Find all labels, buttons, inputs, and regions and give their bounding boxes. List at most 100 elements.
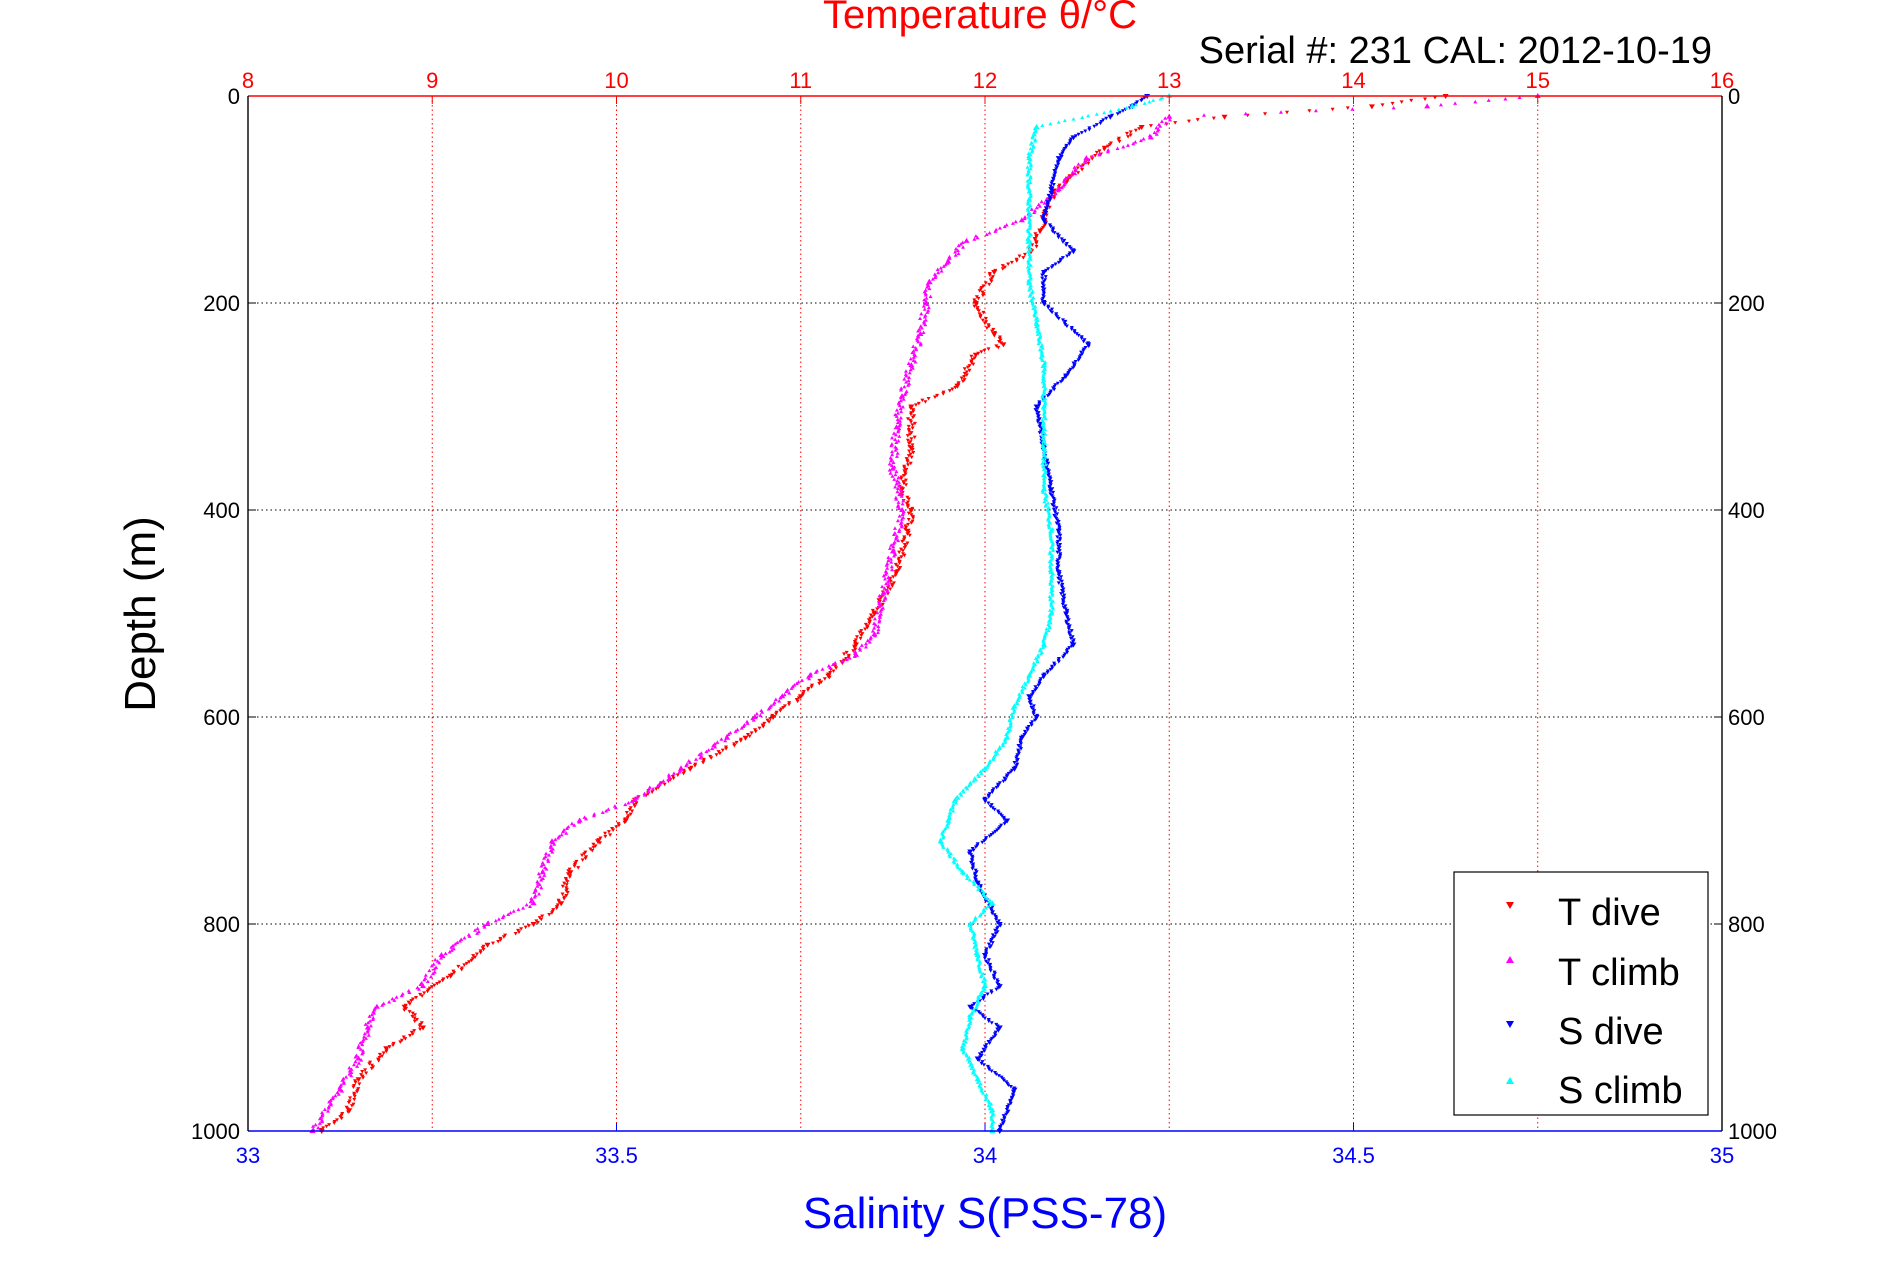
data-sample [913, 403, 918, 407]
data-sample [972, 931, 977, 935]
data-sample [1028, 286, 1033, 290]
data-sample [1036, 683, 1041, 688]
data-sample [1069, 644, 1074, 649]
data-sample [817, 682, 822, 686]
tick-label-salinity: 34.5 [1332, 1143, 1375, 1168]
data-sample [366, 1033, 371, 1037]
data-sample [451, 946, 456, 951]
data-sample [1126, 135, 1131, 139]
data-sample [904, 467, 909, 472]
data-sample [334, 1118, 339, 1122]
data-sample [1048, 596, 1053, 600]
data-sample [321, 1126, 326, 1130]
data-sample [1060, 151, 1065, 156]
data-sample [897, 561, 902, 565]
data-point [549, 838, 556, 844]
data-sample [981, 907, 986, 912]
data-sample [854, 635, 859, 639]
data-sample [857, 646, 862, 651]
data-sample [908, 412, 913, 417]
data-sample [955, 248, 960, 252]
data-point [959, 869, 966, 875]
data-sample [496, 917, 501, 921]
data-sample [1058, 533, 1063, 538]
data-sample [429, 985, 434, 989]
data-sample [990, 911, 995, 916]
data-sample [879, 603, 884, 607]
data-sample [892, 477, 897, 481]
data-sample [979, 350, 984, 354]
data-sample [1041, 473, 1046, 477]
data-sample [827, 675, 832, 680]
data-sample [898, 398, 903, 403]
data-point [355, 1077, 362, 1083]
data-sample [947, 254, 952, 259]
data-sample [632, 804, 637, 809]
data-sample [513, 932, 518, 936]
data-sample [886, 558, 891, 563]
data-sample [889, 443, 894, 448]
data-sample [1056, 581, 1061, 585]
data-sample [1069, 327, 1074, 332]
data-sample [376, 1059, 381, 1063]
data-sample [713, 745, 718, 749]
data-sample [1115, 112, 1120, 116]
data-sample [539, 864, 544, 868]
data-sample [1022, 686, 1027, 690]
data-sample [909, 521, 914, 525]
data-sample [1050, 593, 1055, 597]
data-sample [380, 1003, 385, 1007]
data-sample [996, 748, 1001, 752]
data-sample [1158, 124, 1163, 128]
data-sample [922, 314, 927, 319]
data-sample [467, 934, 472, 938]
data-sample [910, 366, 915, 370]
data-sample [885, 566, 890, 570]
data-sample [965, 365, 970, 370]
legend-label-s-climb: S climb [1558, 1070, 1683, 1112]
data-sample [398, 1040, 403, 1044]
data-sample [1094, 123, 1099, 127]
data-sample [993, 229, 998, 233]
data-sample [1041, 422, 1046, 427]
data-sample [939, 269, 944, 273]
data-sample [1036, 341, 1041, 346]
data-sample [1028, 192, 1033, 197]
data-sample [418, 992, 423, 997]
data-sample [349, 1067, 354, 1071]
data-sample [1048, 121, 1053, 126]
data-sample [897, 403, 902, 407]
data-sample [1133, 128, 1138, 133]
data-sample [333, 1093, 338, 1098]
data-sample [1073, 171, 1078, 176]
data-sample [926, 397, 931, 401]
data-sample [985, 896, 990, 901]
data-point [1166, 113, 1173, 119]
data-sample [989, 279, 994, 284]
data-sample [1023, 682, 1028, 687]
data-sample [1000, 264, 1005, 268]
data-sample [613, 805, 618, 810]
data-sample [1029, 232, 1034, 237]
data-sample [528, 899, 533, 904]
data-sample [1032, 314, 1037, 318]
data-sample [671, 776, 676, 781]
data-sample [900, 501, 905, 506]
data-sample [911, 409, 916, 414]
data-sample [329, 1102, 334, 1107]
data-sample [363, 1022, 368, 1026]
data-sample [1158, 96, 1163, 101]
data-sample [897, 483, 902, 487]
data-sample [912, 421, 917, 426]
data-sample [1033, 129, 1038, 134]
data-sample [1052, 196, 1057, 200]
legend-entry-t-climb: T climb [1506, 952, 1680, 994]
data-sample [1057, 556, 1062, 561]
data-sample [567, 875, 572, 879]
data-sample [935, 267, 940, 272]
data-sample [989, 1116, 994, 1120]
data-sample [1038, 651, 1043, 656]
data-sample [1056, 573, 1061, 578]
data-sample [593, 844, 598, 848]
data-sample [978, 1011, 983, 1016]
